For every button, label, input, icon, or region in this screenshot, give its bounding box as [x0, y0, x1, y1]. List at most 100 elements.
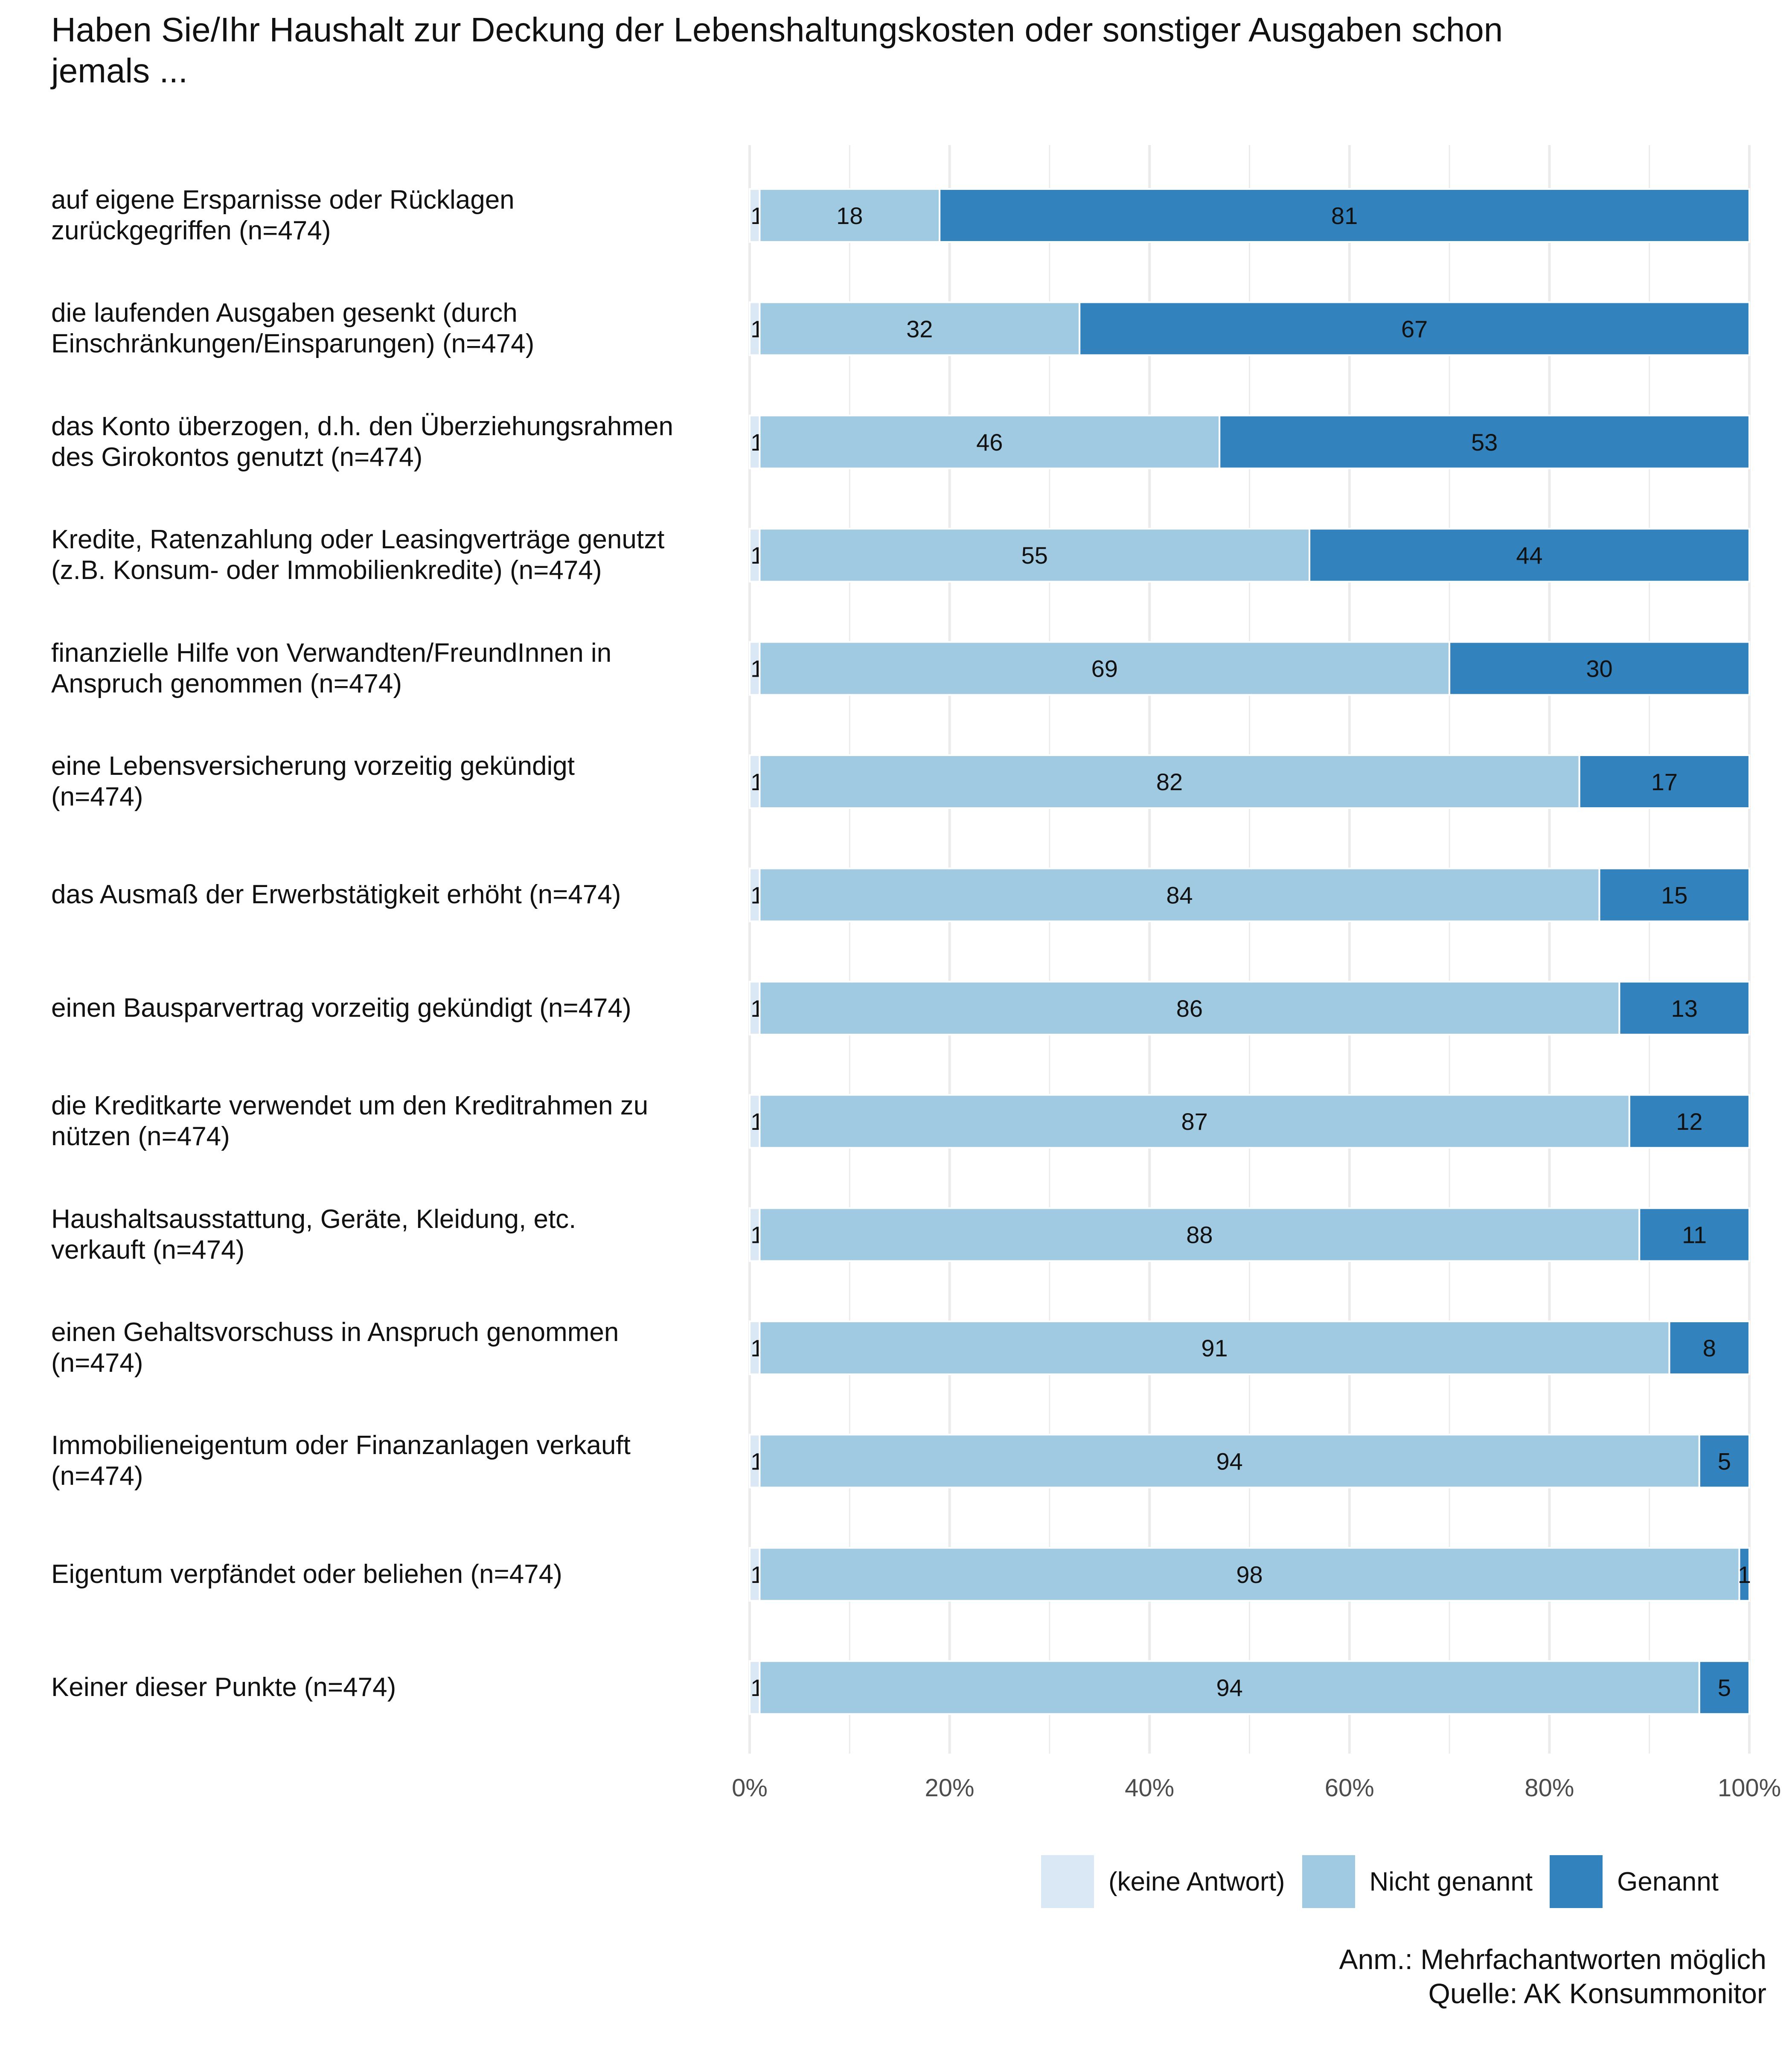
category-label: Eigentum verpfändet oder beliehen (n=474… — [51, 1559, 717, 1590]
category-label: Keiner dieser Punkte (n=474) — [51, 1672, 717, 1703]
bar-segment — [1618, 980, 1750, 1036]
category-label-line: (z.B. Konsum- oder Immobilienkredite) (n… — [51, 556, 602, 585]
legend-swatch-nicht-genannt — [1302, 1855, 1355, 1908]
bar-segment — [759, 1094, 1630, 1149]
x-tick-label: 20% — [925, 1774, 975, 1802]
bar-segment — [1219, 414, 1750, 469]
data-label: 15 — [1661, 881, 1687, 908]
data-label: 5 — [1718, 1674, 1731, 1701]
bar-segment — [939, 188, 1750, 243]
category-label: das Ausmaß der Erwerbstätigkeit erhöht (… — [51, 879, 717, 910]
category-label-line: das Ausmaß der Erwerbstätigkeit erhöht (… — [51, 880, 621, 910]
chart-title-line-1: Haben Sie/Ihr Haushalt zur Deckung der L… — [51, 11, 1503, 49]
bar-segment — [1578, 754, 1750, 809]
category-label-line: einen Bausparvertrag vorzeitig gekündigt… — [51, 993, 631, 1023]
bar-segment — [1738, 1547, 1751, 1602]
bar-segment — [759, 1660, 1700, 1715]
category-label-line: (n=474) — [51, 1461, 143, 1491]
category-label: die laufenden Ausgaben gesenkt (durch Ein… — [51, 298, 717, 359]
chart-title-line-2: jemals ... — [51, 52, 188, 90]
footnote-annotation: Anm.: Mehrfachantworten möglich — [1339, 1943, 1766, 1975]
category-label-line: Eigentum verpfändet oder beliehen (n=474… — [51, 1559, 562, 1589]
bar-segment — [759, 528, 1311, 583]
x-tick-label: 0% — [732, 1774, 768, 1802]
x-tick-label: 40% — [1125, 1774, 1174, 1802]
data-label: 94 — [1216, 1674, 1242, 1701]
category-label-line: (n=474) — [51, 1348, 143, 1378]
footnote-source: Quelle: AK Konsummonitor — [1428, 1978, 1766, 2009]
bar-segment — [1309, 528, 1751, 583]
bar-segment — [1449, 641, 1751, 696]
category-label: das Konto überzogen, d.h. den Überziehun… — [51, 411, 717, 473]
category-label-line: Einschränkungen/Einsparungen) (n=474) — [51, 329, 535, 359]
legend-label-nicht-genannt: Nicht genannt — [1369, 1867, 1533, 1897]
category-label-line: des Girokontos genutzt (n=474) — [51, 442, 423, 472]
category-label: finanzielle Hilfe von Verwandten/FreundI… — [51, 638, 717, 699]
category-label-line: zurückgegriffen (n=474) — [51, 216, 331, 245]
category-label-line: eine Lebensversicherung vorzeitig gekünd… — [51, 751, 575, 781]
category-label: auf eigene Ersparnisse oder Rücklagen zur… — [51, 185, 717, 246]
data-label: 46 — [976, 429, 1003, 456]
bar-segment — [759, 301, 1081, 356]
data-label: 55 — [1021, 542, 1048, 569]
x-tick-label: 80% — [1524, 1774, 1574, 1802]
category-label: Immobilieneigentum oder Finanzanlagen ve… — [51, 1430, 717, 1492]
category-label-line: die Kreditkarte verwendet um den Kreditr… — [51, 1091, 649, 1121]
data-label: 82 — [1156, 768, 1183, 795]
category-label-line: Keiner dieser Punkte (n=474) — [51, 1673, 396, 1702]
legend-label-genannt: Genannt — [1617, 1867, 1719, 1897]
category-label: einen Gehaltsvorschuss in Anspruch genom… — [51, 1317, 717, 1379]
bar-segment — [1079, 301, 1750, 356]
data-label: 17 — [1651, 768, 1678, 795]
category-label-line: Anspruch genommen (n=474) — [51, 669, 402, 698]
data-label: 67 — [1401, 315, 1428, 342]
category-label-line: Immobilieneigentum oder Finanzanlagen ve… — [51, 1431, 631, 1460]
data-label: 84 — [1166, 881, 1193, 908]
data-label: 5 — [1718, 1448, 1731, 1475]
data-label: 30 — [1586, 655, 1612, 682]
footnote: Anm.: Mehrfachantworten möglich Quelle: … — [1339, 1942, 1766, 2010]
data-label: 11 — [1682, 1222, 1707, 1248]
data-label: 91 — [1201, 1335, 1228, 1361]
data-label: 94 — [1216, 1448, 1242, 1475]
legend-label-keine-antwort: (keine Antwort) — [1108, 1867, 1285, 1897]
category-label-line: verkauft (n=474) — [51, 1235, 245, 1265]
data-label: 32 — [906, 315, 933, 342]
x-tick-label: 60% — [1325, 1774, 1374, 1802]
bar-segment — [759, 867, 1600, 922]
bar-segment — [1698, 1434, 1751, 1489]
category-label: eine Lebensversicherung vorzeitig gekünd… — [51, 751, 717, 812]
category-label-line: (n=474) — [51, 782, 143, 812]
bar-segment — [1638, 1207, 1751, 1262]
bar-segment — [1598, 867, 1751, 922]
bar-segment — [1698, 1660, 1751, 1715]
bar-segment — [759, 1207, 1641, 1262]
category-label-line: nützen (n=474) — [51, 1122, 230, 1152]
category-label-line: finanzielle Hilfe von Verwandten/FreundI… — [51, 638, 612, 668]
category-label-line: Haushaltsausstattung, Geräte, Kleidung, … — [51, 1204, 576, 1234]
category-label: einen Bausparvertrag vorzeitig gekündigt… — [51, 993, 717, 1024]
category-label: die Kreditkarte verwendet um den Kreditr… — [51, 1091, 717, 1152]
data-label: 86 — [1176, 995, 1203, 1022]
category-label-line: Kredite, Ratenzahlung oder Leasingverträ… — [51, 525, 665, 555]
category-label-line: auf eigene Ersparnisse oder Rücklagen — [51, 185, 515, 215]
chart-title: Haben Sie/Ihr Haushalt zur Deckung der L… — [51, 9, 1741, 91]
data-label: 12 — [1676, 1108, 1702, 1135]
data-label: 88 — [1186, 1222, 1213, 1248]
category-label-line: die laufenden Ausgaben gesenkt (durch — [51, 298, 518, 328]
legend: (keine Antwort) Nicht genannt Genannt — [1041, 1855, 1719, 1908]
data-label: 13 — [1671, 995, 1698, 1022]
bar-segment — [759, 1434, 1700, 1489]
data-label: 18 — [836, 202, 863, 229]
category-label: Kredite, Ratenzahlung oder Leasingverträ… — [51, 524, 717, 586]
legend-swatch-keine-antwort — [1041, 1855, 1094, 1908]
data-label: 1 — [1738, 1561, 1751, 1588]
bar-segment — [759, 414, 1221, 469]
bar-segment — [759, 980, 1620, 1036]
data-label: 44 — [1516, 542, 1542, 569]
bar-segment — [1668, 1321, 1751, 1375]
data-label: 53 — [1471, 429, 1498, 456]
x-tick-label: 100% — [1718, 1774, 1781, 1802]
